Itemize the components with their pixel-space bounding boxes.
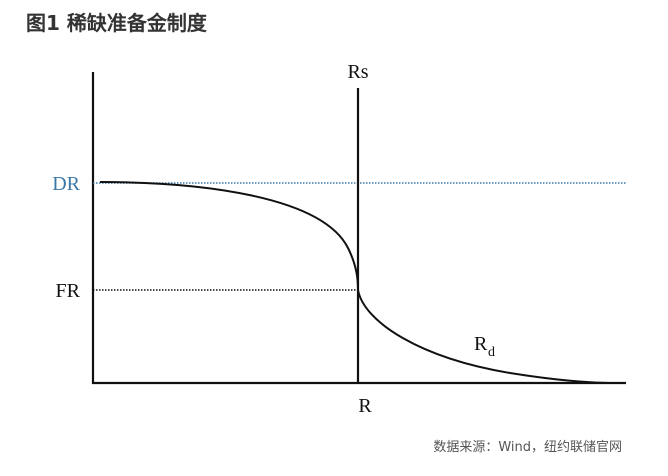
- dr-label: DR: [52, 173, 80, 195]
- demand-curve: [99, 181, 616, 384]
- rd-label: R: [474, 333, 488, 355]
- rs-label: Rs: [347, 61, 368, 83]
- fr-label: FR: [56, 280, 81, 302]
- rd-subscript: d: [488, 345, 495, 360]
- source-note: 数据来源：Wind，纽约联储官网: [433, 439, 622, 455]
- r-label: R: [358, 395, 372, 417]
- figure-title: 图1 稀缺准备金制度: [26, 11, 208, 35]
